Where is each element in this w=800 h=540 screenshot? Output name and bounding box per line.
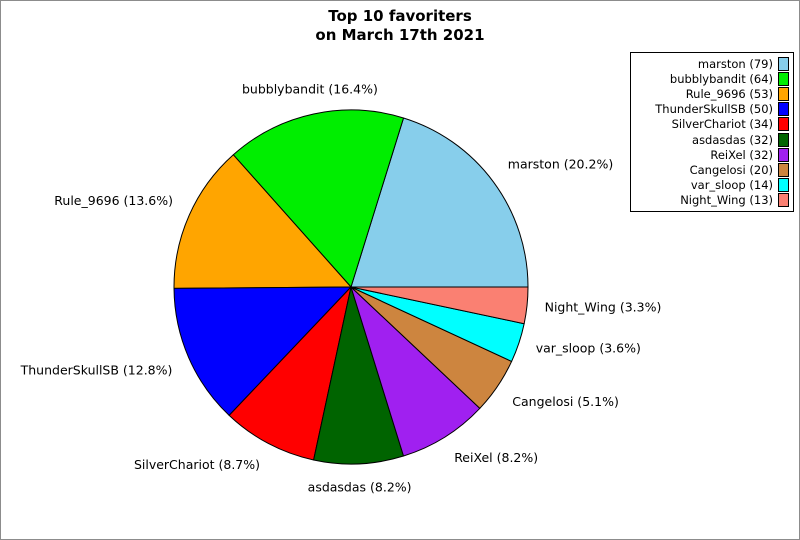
pie-slice-Rule_9696 bbox=[173, 154, 352, 289]
legend-swatch bbox=[778, 86, 789, 101]
legend-item: bubblybandit (64) bbox=[635, 71, 789, 86]
pie-label-marston: marston (20.2%) bbox=[508, 157, 613, 172]
legend-swatch bbox=[778, 193, 789, 208]
pie-slice-ThunderSkullSB bbox=[173, 286, 352, 416]
legend-item: asdasdas (32) bbox=[635, 132, 789, 147]
legend-item: SilverChariot (34) bbox=[635, 117, 789, 132]
legend-swatch bbox=[778, 71, 789, 86]
legend-swatch bbox=[778, 178, 789, 193]
chart-title: Top 10 favoriters on March 17th 2021 bbox=[1, 7, 799, 45]
legend-label: var_sloop (14) bbox=[690, 178, 773, 193]
legend-swatch bbox=[778, 162, 789, 177]
legend-label: ReiXel (32) bbox=[710, 147, 773, 162]
legend-item: ThunderSkullSB (50) bbox=[635, 102, 789, 117]
pie-slice-ReiXel bbox=[350, 286, 481, 457]
pie-label-Rule_9696: Rule_9696 (13.6%) bbox=[54, 193, 173, 208]
legend-item: var_sloop (14) bbox=[635, 178, 789, 193]
pie-label-SilverChariot: SilverChariot (8.7%) bbox=[134, 457, 260, 472]
pie-label-Cangelosi: Cangelosi (5.1%) bbox=[512, 394, 619, 409]
legend-label: marston (79) bbox=[697, 56, 773, 71]
pie-slice-bubblybandit bbox=[232, 109, 405, 288]
legend-label: bubblybandit (64) bbox=[669, 71, 773, 86]
pie-label-ReiXel: ReiXel (8.2%) bbox=[454, 450, 538, 465]
pie-slice-SilverChariot bbox=[228, 286, 352, 461]
pie-label-var_sloop: var_sloop (3.6%) bbox=[536, 341, 641, 356]
legend-label: Cangelosi (20) bbox=[689, 162, 773, 177]
legend-swatch bbox=[778, 117, 789, 132]
legend-item: marston (79) bbox=[635, 56, 789, 71]
legend-label: SilverChariot (34) bbox=[671, 117, 773, 132]
legend-item: Night_Wing (13) bbox=[635, 193, 789, 208]
pie-label-asdasdas: asdasdas (8.2%) bbox=[308, 480, 412, 495]
chart-title-line1: Top 10 favoriters bbox=[328, 7, 472, 25]
legend-swatch bbox=[778, 56, 789, 71]
legend-swatch bbox=[778, 102, 789, 117]
legend-box: marston (79) bubblybandit (64) Rule_9696 (… bbox=[630, 52, 794, 212]
pie-label-Night_Wing: Night_Wing (3.3%) bbox=[545, 299, 662, 314]
legend-item: Cangelosi (20) bbox=[635, 162, 789, 177]
chart-title-line2: on March 17th 2021 bbox=[315, 26, 485, 44]
pie-slice-marston bbox=[350, 117, 529, 288]
legend-label: Rule_9696 (53) bbox=[685, 86, 773, 101]
legend-label: asdasdas (32) bbox=[692, 132, 773, 147]
legend-label: Night_Wing (13) bbox=[680, 193, 773, 208]
pie-label-ThunderSkullSB: ThunderSkullSB (12.8%) bbox=[20, 363, 173, 378]
legend-swatch bbox=[778, 132, 789, 147]
pie-slice-asdasdas bbox=[313, 286, 405, 465]
pie-slice-Night_Wing bbox=[350, 286, 529, 325]
pie-label-bubblybandit: bubblybandit (16.4%) bbox=[242, 82, 378, 97]
legend-item: ReiXel (32) bbox=[635, 147, 789, 162]
legend-label: ThunderSkullSB (50) bbox=[655, 102, 773, 117]
legend-item: Rule_9696 (53) bbox=[635, 86, 789, 101]
legend-swatch bbox=[778, 147, 789, 162]
